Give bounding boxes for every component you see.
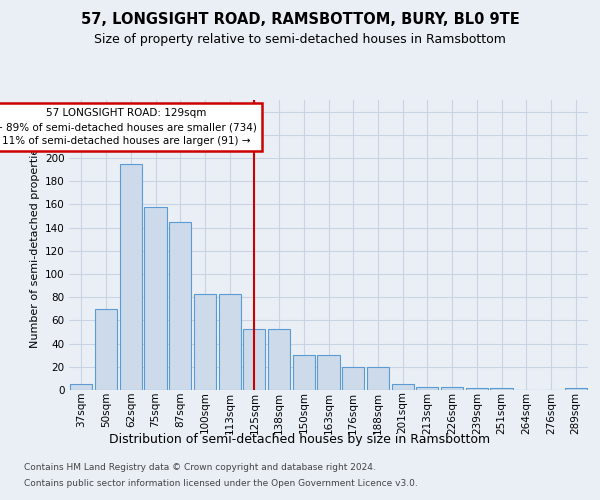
Bar [342,367,364,390]
Y-axis label: Number of semi-detached properties: Number of semi-detached properties [29,142,40,348]
Bar [317,355,340,390]
Bar [565,388,587,390]
Text: Contains HM Land Registry data © Crown copyright and database right 2024.: Contains HM Land Registry data © Crown c… [24,464,376,472]
Bar [392,384,414,390]
Bar [367,367,389,390]
Bar [95,309,117,390]
Bar [218,294,241,390]
Bar [243,328,265,390]
Bar [145,206,167,390]
Text: Distribution of semi-detached houses by size in Ramsbottom: Distribution of semi-detached houses by … [109,432,491,446]
Text: 57, LONGSIGHT ROAD, RAMSBOTTOM, BURY, BL0 9TE: 57, LONGSIGHT ROAD, RAMSBOTTOM, BURY, BL… [80,12,520,28]
Bar [490,388,512,390]
Text: 57 LONGSIGHT ROAD: 129sqm
← 89% of semi-detached houses are smaller (734)
11% of: 57 LONGSIGHT ROAD: 129sqm ← 89% of semi-… [0,108,257,146]
Bar [169,222,191,390]
Bar [293,355,315,390]
Bar [119,164,142,390]
Bar [416,386,439,390]
Bar [194,294,216,390]
Text: Size of property relative to semi-detached houses in Ramsbottom: Size of property relative to semi-detach… [94,32,506,46]
Bar [70,384,92,390]
Bar [466,388,488,390]
Text: Contains public sector information licensed under the Open Government Licence v3: Contains public sector information licen… [24,478,418,488]
Bar [268,328,290,390]
Bar [441,386,463,390]
